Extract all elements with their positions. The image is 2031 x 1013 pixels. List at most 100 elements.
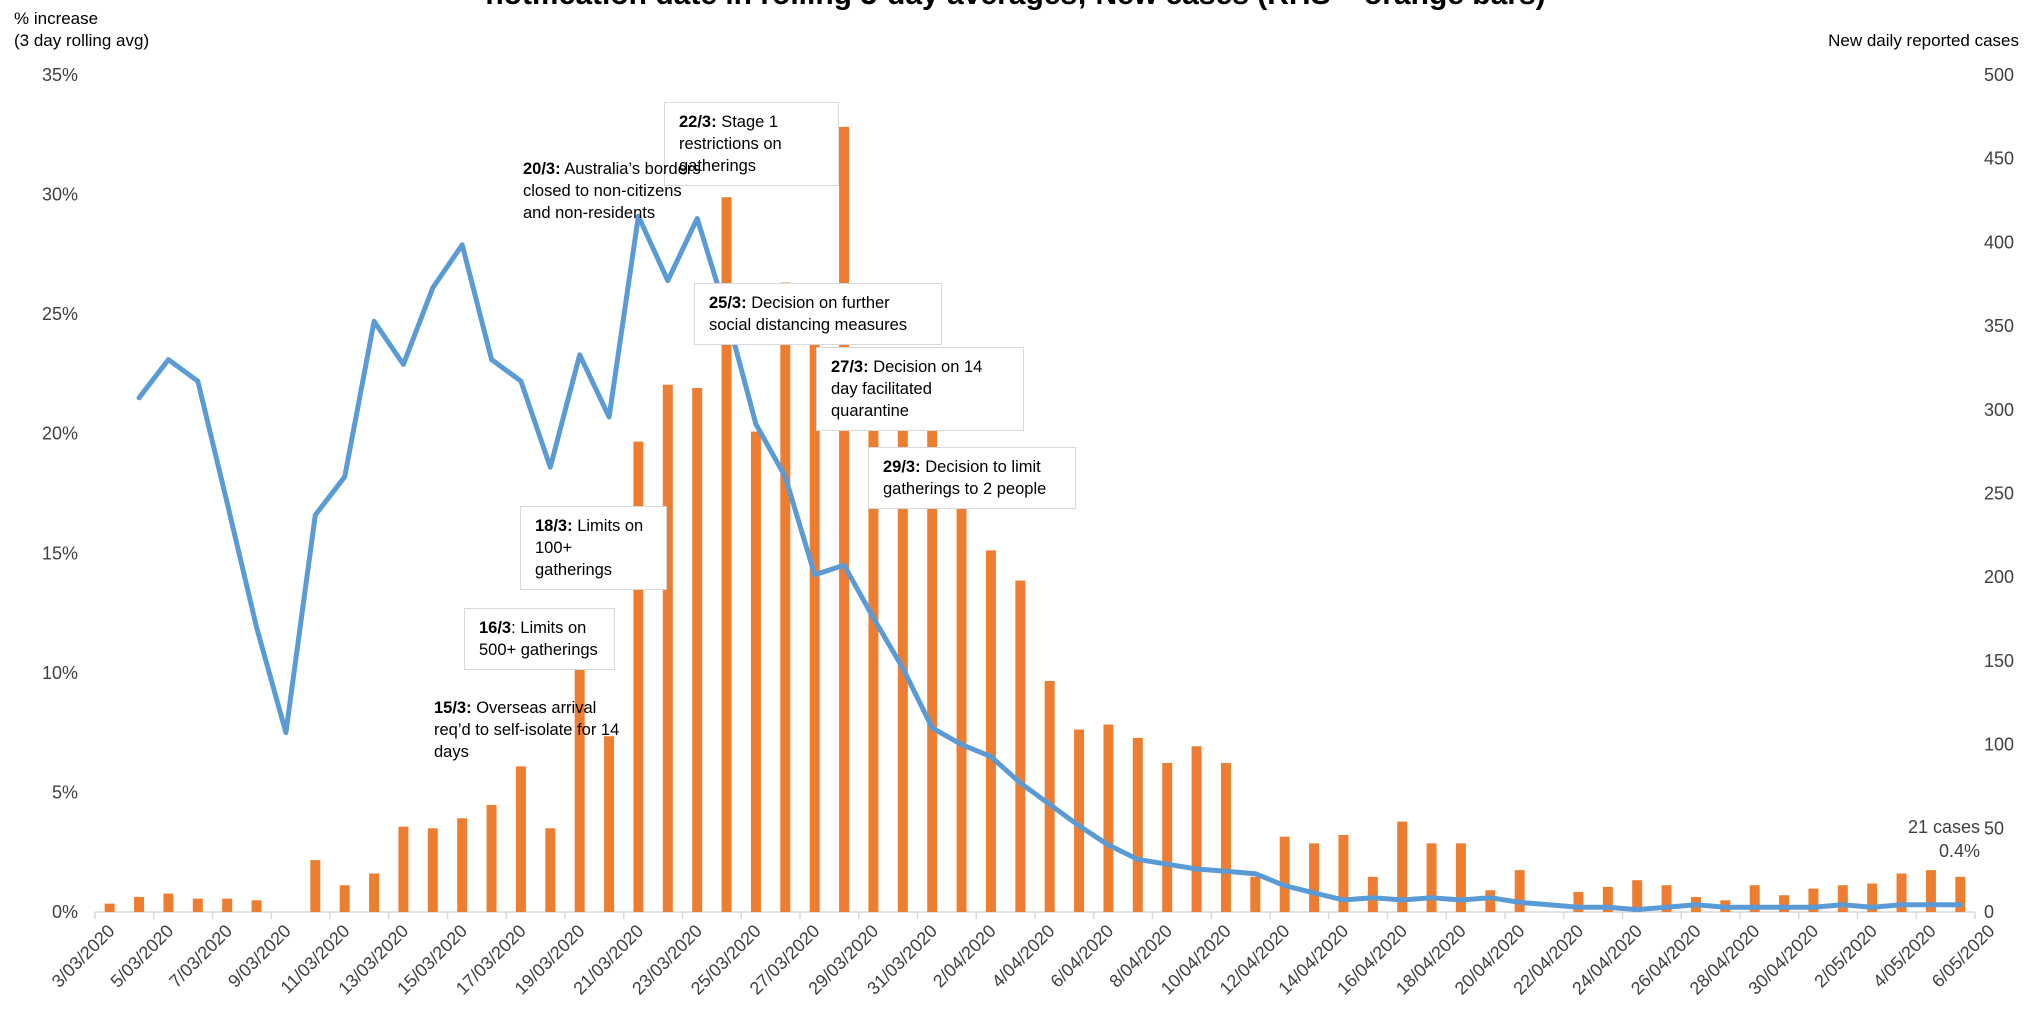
bar-new-cases [192, 898, 203, 912]
bar-new-cases [1632, 880, 1643, 912]
left-tick-label: 5% [52, 782, 78, 802]
bar-new-cases [1955, 876, 1966, 912]
bar-new-cases [1485, 890, 1496, 912]
bar-new-cases [1367, 876, 1378, 912]
bar-new-cases [1808, 888, 1819, 912]
bar-new-cases [1074, 729, 1085, 912]
bar-new-cases [1779, 895, 1790, 912]
bar-new-cases [839, 126, 850, 913]
bar-new-cases [1602, 886, 1613, 912]
bar-new-cases [369, 873, 380, 912]
annotation-27-3: 27/3: Decision on 14 day facilitated qua… [816, 347, 1024, 431]
annotation-29-3: 29/3: Decision to limit gatherings to 2 … [868, 447, 1076, 509]
bar-new-cases [339, 885, 350, 912]
right-tick-label: 150 [1984, 651, 2014, 671]
bar-new-cases [604, 736, 615, 912]
bar-new-cases [398, 826, 409, 912]
right-tick-label: 500 [1984, 65, 2014, 85]
bar-new-cases [134, 896, 145, 912]
bar-new-cases [1661, 885, 1672, 912]
bar-new-cases [662, 384, 673, 912]
bar-new-cases [633, 441, 644, 912]
x-tick-label: 3/03/2020 [48, 921, 119, 992]
bar-new-cases [1162, 763, 1173, 912]
bar-new-cases [692, 388, 703, 913]
bar-new-cases [1044, 680, 1055, 912]
bar-new-cases [1397, 821, 1408, 912]
right-tick-label: 50 [1984, 818, 2004, 838]
bar-new-cases [721, 197, 732, 912]
bar-new-cases [868, 409, 879, 912]
annotation-15-3: 15/3: Overseas arrival req’d to self-iso… [434, 699, 620, 761]
bar-new-cases [809, 297, 820, 913]
bar-new-cases [1837, 885, 1848, 912]
left-tick-label: 0% [52, 902, 78, 922]
left-tick-label: 20% [42, 424, 78, 444]
bar-new-cases [1749, 885, 1760, 912]
bar-new-cases [1455, 843, 1466, 912]
bar-new-cases [1103, 724, 1114, 912]
bar-new-cases [927, 406, 938, 912]
axes-layer [94, 911, 1976, 919]
bar-new-cases [457, 818, 468, 912]
x-tick-label: 6/05/2020 [1928, 921, 1999, 992]
end-percent-label: 0.4% [1938, 841, 1980, 861]
bar-new-cases [985, 550, 996, 912]
bar-new-cases [750, 431, 761, 912]
bar-new-cases [1015, 580, 1026, 912]
bar-new-cases [780, 282, 791, 912]
bar-new-cases [1514, 870, 1525, 912]
x-tick-label: 5/03/2020 [107, 921, 178, 992]
right-tick-label: 100 [1984, 735, 2014, 755]
end-cases-label: 21 cases [1907, 817, 1980, 837]
bar-new-cases [1867, 883, 1878, 912]
bar-new-cases [574, 614, 585, 912]
bar-new-cases [1250, 876, 1261, 912]
right-tick-label: 250 [1984, 484, 2014, 504]
bar-new-cases [486, 804, 497, 912]
bar-new-cases [1279, 836, 1290, 912]
right-tick-label: 400 [1984, 232, 2014, 252]
bar-new-cases [1338, 834, 1349, 912]
x-tick-label: 4/04/2020 [988, 921, 1059, 992]
x-tick-label: 4/05/2020 [1869, 921, 1940, 992]
left-tick-label: 15% [42, 543, 78, 563]
line-percent-increase [136, 213, 1963, 913]
right-axis-title: New daily reported cases [1828, 31, 2019, 50]
x-tick-label: 2/04/2020 [929, 921, 1000, 992]
left-tick-label: 30% [42, 185, 78, 205]
annotation-22-3: 22/3: Stage 1 restrictions on gatherings [664, 102, 839, 186]
right-tick-label: 200 [1984, 567, 2014, 587]
left-tick-label: 25% [42, 304, 78, 324]
bar-new-cases [1191, 746, 1202, 912]
x-tick-label: 2/05/2020 [1810, 921, 1881, 992]
bar-new-cases [104, 903, 115, 912]
bar-new-cases [1573, 891, 1584, 912]
bar-new-cases [1896, 873, 1907, 912]
annotation-16-3: 16/3: Limits on 500+ gatherings [464, 608, 615, 670]
bar-new-cases [956, 466, 967, 912]
x-tick-label: 6/04/2020 [1047, 921, 1118, 992]
right-tick-label: 450 [1984, 149, 2014, 169]
bar-new-cases [1220, 763, 1231, 912]
end-value-label: 21 cases 0.4% [1880, 815, 1980, 863]
right-tick-label: 350 [1984, 316, 2014, 336]
annotation-20-3: 20/3: Australia’s borders closed to non-… [523, 160, 701, 222]
right-tick-label: 0 [1984, 902, 1994, 922]
bar-new-cases [515, 766, 526, 912]
bar-new-cases [310, 860, 321, 912]
bar-new-cases [1309, 843, 1320, 912]
bar-new-cases [222, 898, 233, 912]
bar-new-cases [545, 828, 556, 912]
x-tick-label: 7/03/2020 [165, 921, 236, 992]
bar-new-cases [1132, 737, 1143, 912]
chart-title: notification date in rolling 3-day avera… [0, 0, 2031, 12]
bar-new-cases [1426, 843, 1437, 912]
annotation-25-3: 25/3: Decision on further social distanc… [694, 283, 942, 345]
line-series [136, 213, 1963, 913]
left-axis-title: % increase (3 day rolling avg) [14, 9, 150, 50]
bar-new-cases [427, 828, 438, 912]
tick-labels: 0% 5% 10% 15% 20% 25% 30% 35% 0 50 100 150 200 250 300… [42, 65, 2014, 999]
bar-series [104, 126, 1966, 913]
